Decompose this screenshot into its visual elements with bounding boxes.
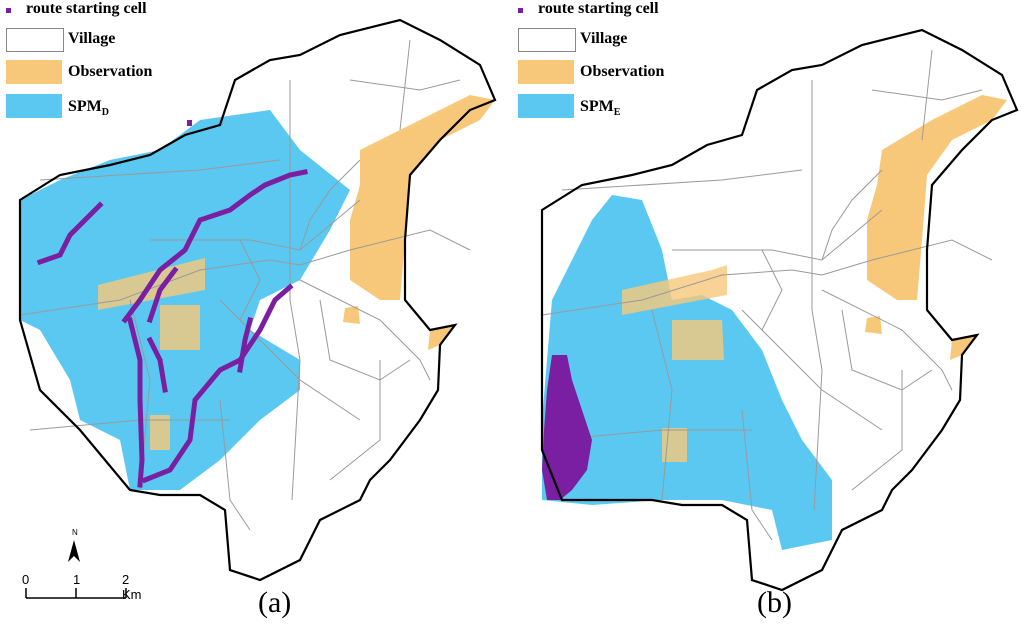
study-area-outline-a	[18, 18, 497, 582]
spm-d-area	[20, 110, 350, 490]
observation-swatch	[6, 60, 62, 84]
legend-spm-label: SPMD	[68, 98, 109, 118]
panel-label-b: (b)	[757, 586, 792, 619]
legend-spm-label: SPME	[580, 98, 620, 118]
scale-bar-graphic	[25, 540, 127, 599]
spm-subscript: E	[613, 107, 621, 118]
village-boundaries-a	[19, 39, 471, 531]
scale-tick-2: 2 Km	[122, 572, 142, 602]
legend-observation-label: Observation	[68, 63, 153, 80]
spm-main-text: SPM	[580, 98, 614, 115]
village-swatch	[518, 28, 576, 52]
scale-tick-1: 1	[73, 572, 81, 587]
route-cells-b	[542, 355, 592, 500]
spm-swatch	[518, 94, 574, 118]
route-cells-a	[36, 169, 308, 488]
route-swatch	[6, 8, 11, 13]
legend-route-label: route starting cell	[538, 0, 659, 17]
spm-main-text: SPM	[68, 98, 102, 115]
north-arrow-icon	[68, 540, 80, 562]
map-a-svg	[18, 18, 497, 582]
map-panel-a: route starting cell Village Observation …	[6, 0, 497, 619]
spm-swatch	[6, 94, 62, 118]
scale-tick-0: 0	[22, 572, 30, 587]
village-swatch	[6, 28, 64, 52]
map-panel-b: route starting cell Village Observation …	[512, 0, 1024, 634]
legend-route-label: route starting cell	[26, 0, 147, 17]
spm-subscript: D	[101, 107, 110, 118]
legend-village-label: Village	[68, 30, 116, 47]
map-b-svg	[540, 28, 1019, 592]
panel-label-a: (a)	[258, 586, 292, 619]
village-boundaries-b	[541, 49, 993, 541]
route-swatch	[518, 8, 523, 13]
legend-observation-label: Observation	[580, 63, 665, 80]
legend-village-label: Village	[580, 30, 628, 47]
study-area-outline-b	[540, 28, 1019, 592]
north-label: N	[72, 528, 78, 537]
scale-bar: N 0 1 2 Km	[18, 520, 148, 610]
observation-swatch	[518, 60, 574, 84]
route-cell-isolated-a	[187, 120, 192, 126]
spm-e-area	[542, 195, 832, 550]
